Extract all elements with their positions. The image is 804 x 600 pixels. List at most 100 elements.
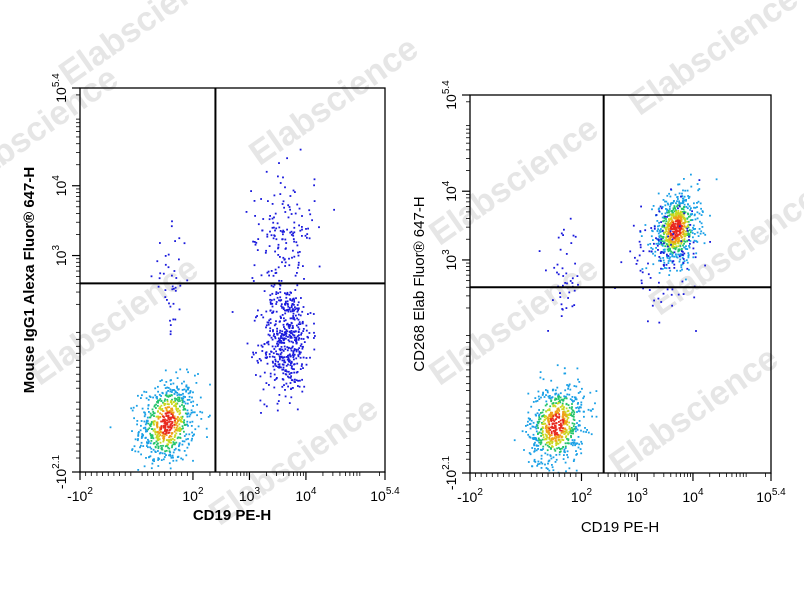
data-point-pop2 [293,353,296,356]
data-point-pop1 [158,438,161,441]
data-point-pop4 [566,282,568,285]
data-point-pop1 [550,413,553,416]
data-point-pop2 [290,360,293,363]
data-point-pop2 [655,242,658,245]
data-point-pop3 [681,280,684,283]
data-point-pop2 [284,302,287,305]
data-point-pop1 [166,443,169,446]
data-point-pop1 [160,399,163,402]
data-point-pop3 [682,258,685,260]
data-point-pop2 [295,342,298,345]
data-point-pop1 [171,446,173,449]
data-point-pop1 [558,415,561,418]
data-point-pop2 [668,228,671,231]
data-point-pop2 [290,396,293,399]
data-point-pop1 [175,426,178,429]
data-point-pop2 [664,222,667,225]
data-point-pop4 [171,285,174,288]
data-point-pop1 [558,446,560,449]
data-point-pop1 [162,401,164,404]
data-point-pop2 [668,211,670,214]
data-point-pop4 [545,269,547,272]
data-point-pop2 [265,405,268,408]
data-point-pop3 [655,237,657,240]
data-point-pop1 [563,417,566,420]
data-point-pop2 [669,218,672,221]
data-point-pop3 [277,246,280,249]
data-point-pop3 [638,254,641,257]
data-point-pop1 [171,444,174,447]
data-point-pop1 [570,434,572,437]
data-point-pop2 [693,202,695,205]
data-point-pop1 [166,395,169,398]
data-point-pop2 [305,324,308,327]
data-point-pop1 [173,397,176,400]
data-point-pop2 [673,210,676,213]
data-point-pop1 [179,405,181,408]
data-point-pop1 [561,405,564,407]
data-point-pop1 [176,421,179,424]
data-point-pop1 [178,396,181,399]
data-point-pop1 [583,395,585,398]
data-point-pop1 [549,435,551,437]
data-point-pop1 [170,413,173,415]
data-point-pop1 [565,413,568,416]
data-point-pop1 [151,408,154,411]
data-point-pop2 [302,367,304,369]
data-point-pop1 [548,417,550,420]
data-point-pop1 [563,448,566,451]
data-point-pop2 [278,394,281,396]
data-point-pop1 [528,435,531,438]
data-point-pop3 [647,262,649,265]
data-point-pop1 [563,413,565,415]
data-point-pop2 [291,345,294,348]
data-point-pop1 [157,442,159,445]
data-point-pop3 [686,267,689,270]
data-point-pop1 [152,429,155,432]
data-point-pop3 [283,258,286,261]
data-point-pop3 [281,231,284,233]
data-point-pop2 [663,219,666,222]
data-point-pop2 [677,245,680,248]
data-point-pop1 [527,420,529,423]
data-point-pop1 [185,385,188,388]
data-point-pop1 [189,390,192,393]
data-point-pop1 [557,393,560,396]
data-point-pop3 [681,253,684,256]
data-point-pop2 [696,211,699,214]
data-point-pop1 [538,439,541,441]
data-point-pop3 [260,198,262,200]
data-point-pop1 [570,442,573,445]
data-point-pop1 [529,418,531,420]
data-point-pop3 [639,243,642,246]
data-point-pop2 [291,354,294,356]
data-point-pop1 [573,385,576,387]
data-point-pop1 [555,454,558,456]
data-point-pop2 [677,198,679,200]
data-point-pop2 [296,335,299,338]
data-point-pop1 [178,398,181,400]
data-point-pop1 [535,430,538,433]
data-point-pop1 [200,418,203,420]
data-point-pop3 [698,179,701,181]
data-point-pop1 [536,439,539,442]
data-point-pop3 [279,193,282,195]
data-point-pop2 [292,350,295,353]
data-point-pop1 [179,433,182,435]
data-point-pop1 [137,432,140,434]
data-point-pop2 [265,357,268,359]
data-point-pop3 [663,242,665,245]
data-point-pop1 [172,414,174,417]
data-point-pop1 [538,409,540,411]
data-point-pop2 [666,202,669,205]
data-point-pop1 [534,397,537,399]
data-point-pop1 [569,388,572,391]
data-point-pop1 [164,369,167,372]
data-point-pop1 [154,387,157,390]
data-point-pop2 [281,341,284,344]
data-point-pop2 [673,205,676,207]
data-point-pop1 [178,413,181,416]
data-point-pop3 [288,206,291,208]
data-point-pop2 [672,230,674,233]
data-point-pop4 [179,284,182,287]
